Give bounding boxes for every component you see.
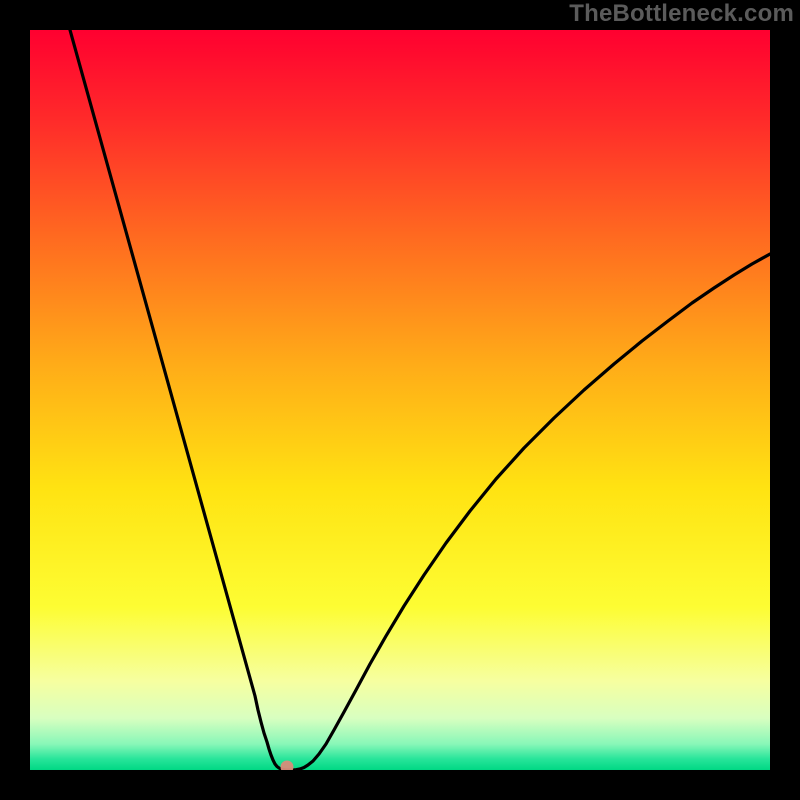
plot-area [30, 30, 770, 770]
stage: TheBottleneck.com [0, 0, 800, 800]
bottleneck-chart [30, 30, 770, 770]
gradient-background [30, 30, 770, 770]
watermark-text: TheBottleneck.com [569, 0, 794, 28]
